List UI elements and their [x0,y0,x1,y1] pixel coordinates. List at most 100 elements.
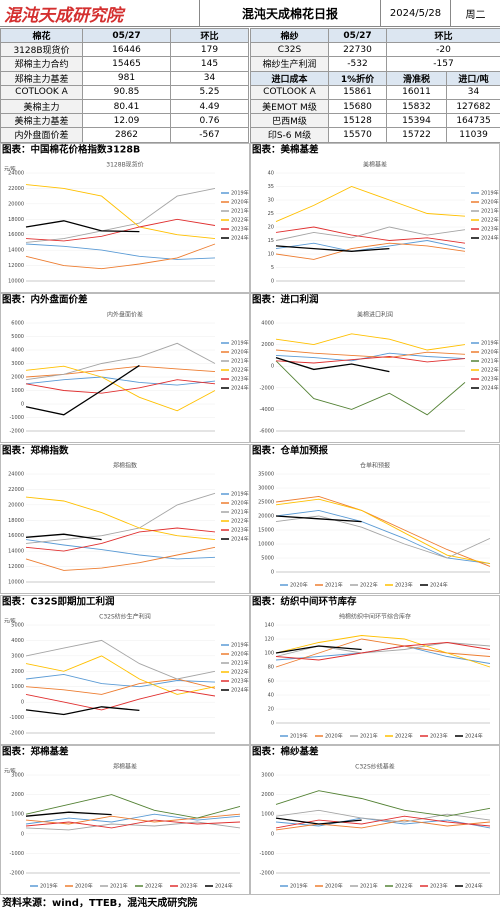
series-line [25,821,241,831]
y-tick-label: 6000 [11,321,24,327]
series-line [25,673,216,688]
chart-subtitle: 美棉基差 [363,161,387,169]
series-line [25,794,241,819]
legend-label: 2023年 [430,733,448,740]
legend-label: 2020年 [231,500,249,507]
series-line [275,242,466,260]
y-tick-label: 1000 [11,812,24,818]
series-line [25,376,216,386]
table-row: 美棉主力基差 12.09 0.76 [0,113,249,129]
y-tick-label: 1000 [261,812,274,818]
y-tick-label: 0 [271,570,274,576]
legend-label: 2024年 [231,235,249,242]
report-title: 混沌天成棉花日报 [200,0,380,27]
legend-label: 2021年 [231,509,249,516]
legend-label: 2022年 [481,367,499,374]
panel-title: 图表：郑棉基差 [2,746,69,758]
y-tick-label: -1000 [259,851,274,857]
panel-title: 图表：进口利润 [252,294,319,306]
y-tick-label: 12000 [8,263,24,269]
y-tick-label: -1000 [9,851,24,857]
y-tick-label: 4000 [11,638,24,644]
series-line [25,243,216,260]
y-tick-label: 1000 [11,684,24,690]
source-note: 资料来源：wind，TTEB，混沌天成研究院 [2,898,198,909]
report-date: 2024/5/28 [380,0,450,27]
table-cell: 环比 [385,27,500,44]
y-axis-label: 元/吨 [4,166,16,173]
series-line [275,360,466,416]
series-line [275,333,466,351]
y-tick-label: 20000 [8,201,24,207]
legend-label: 2020年 [325,733,343,740]
panel-title: 图表：郑棉指数 [2,445,69,457]
legend-label: 2023年 [395,582,413,589]
legend-label: 2019年 [231,491,249,498]
panel-frame [0,444,250,594]
legend-label: 2023年 [231,527,249,534]
table-row: 棉纱生产利润 -532 -157 [250,56,500,72]
legend-label: 2024年 [215,883,233,890]
table-cell: 美棉主力基差 [0,113,83,129]
table-row: COTLOOK A 90.85 5.25 [0,84,249,100]
series-line [25,813,241,825]
table-cell: 05/27 [328,27,387,44]
table-row: COTLOOK A 15861 16011 34 [250,84,500,100]
y-tick-label: 3000 [11,773,24,779]
series-line [25,496,216,541]
y-tick-label: 3000 [261,773,274,779]
panel-title: 图表：美棉基差 [252,144,319,156]
y-tick-label: 15000 [258,528,274,534]
y-tick-label: 12000 [8,564,24,570]
y-tick-label: 30 [268,198,274,204]
legend-label: 2019年 [290,883,308,890]
legend-label: 2020年 [325,883,343,890]
y-tick-label: 140 [264,623,274,629]
y-axis-label: 元/吨 [4,768,16,775]
y-tick-label: 15 [268,238,274,244]
panel-frame [0,293,250,443]
y-tick-label: 20 [268,707,274,713]
series-line [25,811,112,817]
legend-label: 2020年 [231,651,249,658]
y-tick-label: 25 [268,211,274,217]
y-tick-label: 0 [271,831,274,837]
cotton-table: 棉花 05/27 环比 3128B现货价 16446 179 郑棉主力合约 15465 145 郑… [0,27,249,143]
table-cell: 2862 [82,127,171,143]
legend-label: 2021年 [360,733,378,740]
y-tick-label: 18000 [8,217,24,223]
legend-label: 2021年 [231,660,249,667]
y-tick-label: 16000 [8,232,24,238]
legend-label: 2024年 [465,733,483,740]
series-line [275,240,466,252]
y-tick-label: 24000 [8,472,24,478]
y-tick-label: 16000 [8,533,24,539]
legend-label: 2020年 [481,199,499,206]
series-line [275,638,491,668]
series-line [25,639,216,680]
y-tick-label: 20000 [258,514,274,520]
y-tick-label: 120 [264,637,274,643]
legend-label: 2021年 [481,358,499,365]
series-line [25,342,216,381]
y-tick-label: 5000 [11,334,24,340]
y-tick-label: 5000 [11,623,24,629]
y-tick-label: -2000 [9,429,24,435]
legend-label: 2020年 [231,349,249,356]
y-tick-label: 4000 [11,348,24,354]
table-row: 棉纱 05/27 环比 [250,27,500,44]
legend-label: 2023年 [231,678,249,685]
legend-label: 2023年 [481,226,499,233]
panel-frame [0,595,250,745]
panel-title: 图表：仓单加预报 [252,445,329,457]
chart-subtitle: 3128B现货价 [106,161,143,169]
legend-label: 2021年 [360,883,378,890]
series-line [275,498,491,565]
legend-label: 2024年 [231,385,249,392]
panel-title: 图表：内外盘面价差 [2,294,88,306]
legend-label: 2019年 [40,883,58,890]
table-cell: 进口/吨 [445,70,500,86]
series-line [25,813,241,825]
legend-label: 2021年 [231,358,249,365]
series-line [275,815,491,829]
